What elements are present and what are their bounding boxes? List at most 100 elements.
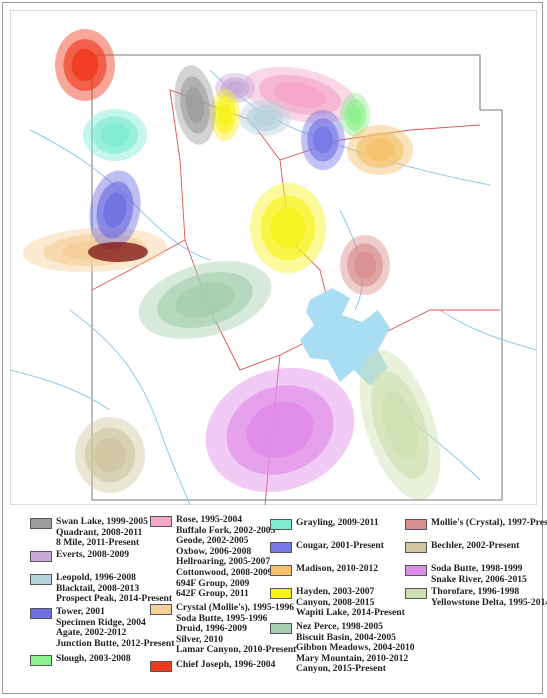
legend-text: Slough, 2003-2008 [56, 653, 131, 665]
legend-text: Swan Lake, 1999-2005 Quadrant, 2008-2011 8… [56, 516, 148, 549]
territory [103, 192, 127, 228]
legend-entry: Thorofare, 1996-1998 Yellowstone Delta, 1… [405, 586, 547, 608]
legend-swatch [30, 551, 52, 562]
territory [348, 105, 362, 125]
territory [218, 103, 232, 127]
legend-text: Bechler, 2002-Present [431, 540, 520, 552]
legend-entry: Mollie's (Crystal), 1997-Present [405, 517, 547, 530]
legend-label: Buffalo Fork, 2002-2003 [176, 524, 276, 536]
territory [274, 82, 326, 108]
territory [94, 437, 126, 473]
territory [353, 251, 377, 279]
legend-text: Everts, 2008-2009 [56, 549, 129, 561]
legend-label: Mary Mountain, 2010-2012 [296, 652, 409, 664]
legend-swatch [150, 516, 172, 527]
legend-entry: Soda Butte, 1998-1999 Snake River, 2006-2… [405, 563, 527, 585]
legend-swatch [270, 588, 292, 599]
territory [226, 81, 244, 95]
legend-swatch [270, 565, 292, 576]
legend-swatch [150, 604, 172, 615]
legend-label: Chief Joseph, 1996-2004 [176, 659, 276, 670]
legend-label: Yellowstone Delta, 1995-2014 [431, 596, 547, 608]
legend-label: Agate, 2002-2012 [56, 627, 127, 639]
legend-label: Madison, 2010-2012 [296, 563, 379, 574]
legend-label: Hellroaring, 2005-2007 [176, 556, 271, 568]
territory [175, 282, 235, 318]
legend-label: Lamar Canyon, 2010-Present [176, 644, 297, 656]
legend-label: Junction Butte, 2012-Present [56, 637, 175, 649]
lake [300, 288, 390, 386]
legend-label: Rose, 1995-2004 [176, 514, 243, 525]
territory [270, 207, 306, 249]
legend-text: Grayling, 2009-2011 [296, 517, 379, 529]
legend-entry: Rose, 1995-2004 Buffalo Fork, 2002-2003 Ge… [150, 514, 276, 600]
legend-swatch [405, 542, 427, 553]
legend-label: Biscuit Basin, 2004-2005 [296, 631, 396, 643]
legend-text: Chief Joseph, 1996-2004 [176, 659, 276, 671]
legend-label: Nez Perce, 1998-2005 [296, 621, 383, 632]
territory [381, 391, 419, 459]
legend-entry: Bechler, 2002-Present [405, 540, 520, 553]
territory [185, 87, 205, 123]
legend-label: 694F Group, 2009 [176, 577, 250, 589]
legend-entry: Crystal (Mollie's), 1995-1996 Soda Butte,… [150, 602, 297, 656]
legend-text: Cougar, 2001-Present [296, 540, 384, 552]
legend-label: Snake River, 2006-2015 [431, 573, 527, 585]
legend-text: Tower, 2001 Specimen Ridge, 2004 Agate, 20… [56, 606, 175, 649]
territory [71, 48, 99, 82]
legend-label: Geode, 2002-2005 [176, 535, 249, 547]
legend-swatch [30, 608, 52, 619]
legend-swatch [30, 655, 52, 666]
legend-label: Cougar, 2001-Present [296, 540, 384, 551]
legend-text: Thorofare, 1996-1998 Yellowstone Delta, 1… [431, 586, 547, 608]
legend-text: Soda Butte, 1998-1999 Snake River, 2006-2… [431, 563, 527, 585]
territories [23, 29, 441, 500]
legend-entry: Madison, 2010-2012 [270, 563, 379, 576]
legend-label: Gibbon Meadows, 2004-2010 [296, 642, 415, 654]
legend-label: Thorofare, 1996-1998 [431, 586, 520, 597]
legend-entry: Cougar, 2001-Present [270, 540, 384, 553]
legend-label: Oxbow, 2006-2008 [176, 545, 252, 557]
legend-text: Hayden, 2003-2007 Canyon, 2008-2015 Wapiti… [296, 586, 405, 619]
legend-label: Bechler, 2002-Present [431, 540, 520, 551]
legend-label: Druid, 1996-2009 [176, 623, 247, 635]
legend-label: Hayden, 2003-2007 [296, 586, 375, 597]
legend-entry: Swan Lake, 1999-2005 Quadrant, 2008-2011 8… [30, 516, 148, 549]
legend-label: Soda Butte, 1998-1999 [431, 563, 523, 574]
legend-label: Quadrant, 2008-2011 [56, 526, 143, 538]
map [10, 10, 537, 505]
legend-text: Crystal (Mollie's), 1995-1996 Soda Butte,… [176, 602, 297, 656]
legend-label: Canyon, 2015-Present [296, 663, 386, 675]
legend-swatch [405, 588, 427, 599]
legend-swatch [270, 542, 292, 553]
legend-label: Mollie's (Crystal), 1997-Present [431, 517, 547, 528]
legend-swatch [30, 574, 52, 585]
territory [365, 138, 395, 162]
legend-label: 642F Group, 2011 [176, 588, 249, 600]
legend-label: Silver, 2010 [176, 633, 224, 645]
territory-overlap [88, 242, 148, 262]
legend-label: Soda Butte, 1995-1996 [176, 612, 268, 624]
legend-swatch [270, 623, 292, 634]
legend-label: Slough, 2003-2008 [56, 653, 131, 664]
legend-label: Specimen Ridge, 2004 [56, 616, 146, 628]
legend-swatch [405, 519, 427, 530]
legend-label: Tower, 2001 [56, 606, 105, 617]
legend-text: Nez Perce, 1998-2005 Biscuit Basin, 2004-… [296, 621, 415, 675]
legend-entry: Everts, 2008-2009 [30, 549, 129, 562]
legend-swatch [405, 565, 427, 576]
legend-entry: Slough, 2003-2008 [30, 653, 131, 666]
legend-label: Cottonwood, 2008-2009 [176, 566, 273, 578]
legend-label: 8 Mile, 2011-Present [56, 537, 140, 549]
legend-text: Leopold, 1996-2008 Blacktail, 2008-2013 Pr… [56, 572, 172, 605]
legend-entry: Leopold, 1996-2008 Blacktail, 2008-2013 Pr… [30, 572, 172, 605]
park-boundary [91, 54, 503, 501]
legend-label: Blacktail, 2008-2013 [56, 582, 140, 594]
legend-entry: Tower, 2001 Specimen Ridge, 2004 Agate, 20… [30, 606, 175, 649]
legend-entry: Hayden, 2003-2007 Canyon, 2008-2015 Wapiti… [270, 586, 405, 619]
legend-label: Swan Lake, 1999-2005 [56, 516, 148, 527]
legend-text: Rose, 1995-2004 Buffalo Fork, 2002-2003 Ge… [176, 514, 276, 600]
